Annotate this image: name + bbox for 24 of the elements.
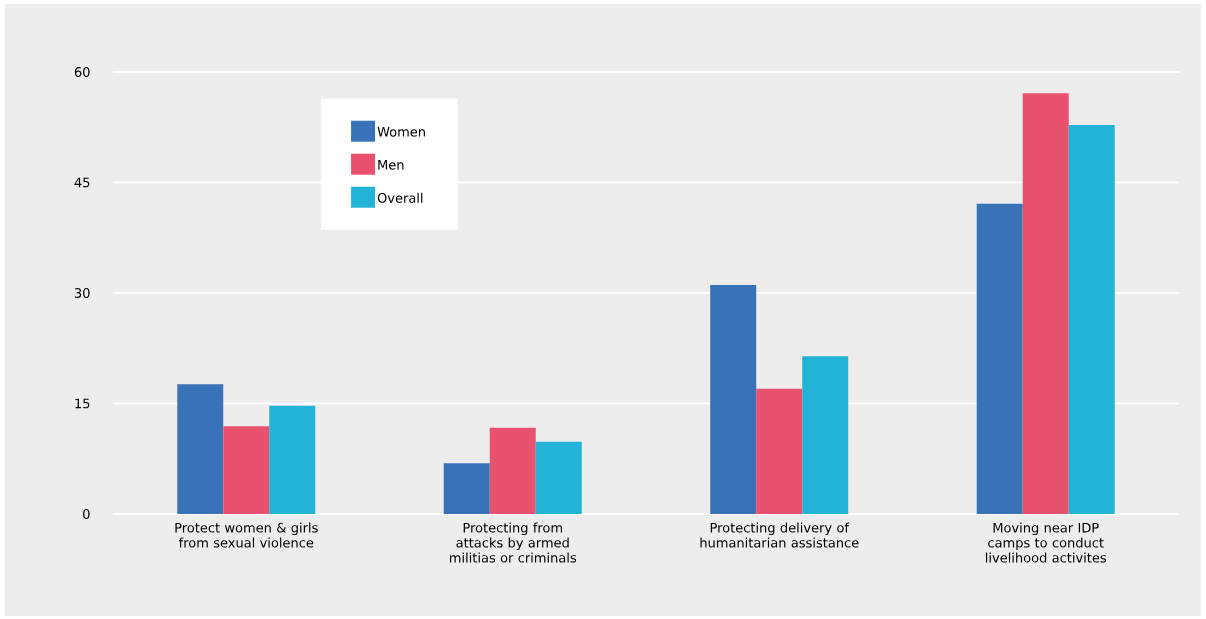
- legend-label: Men: [378, 159, 404, 170]
- legend-label: Overall: [377, 192, 423, 203]
- bar: [443, 463, 490, 514]
- bar: [1068, 125, 1115, 514]
- bar: [535, 441, 582, 514]
- bar: [710, 284, 757, 514]
- x-tick-label: Protect women & girls from sexual violence: [175, 522, 318, 548]
- bar: [177, 384, 224, 514]
- bar: [802, 356, 849, 514]
- y-tick-label: 30: [74, 288, 90, 298]
- legend-label: Women: [377, 126, 425, 137]
- y-tick-label: 15: [75, 398, 90, 409]
- bar: [223, 426, 270, 514]
- x-tick-label: Protecting delivery of humanitarian assistance: [700, 522, 859, 548]
- x-tick-label: Protecting from attacks by armed militias or criminals: [449, 522, 577, 563]
- x-tick-label: Moving near IDP camps to conduct livelihood activites: [986, 522, 1107, 563]
- bar: [489, 427, 536, 514]
- bar: [269, 405, 316, 514]
- y-tick-label: 60: [74, 67, 90, 77]
- y-tick-label: 0: [83, 509, 90, 519]
- bar: [756, 388, 803, 514]
- y-tick-label: 45: [74, 177, 90, 188]
- bar: [976, 203, 1023, 514]
- bar: [1022, 93, 1069, 514]
